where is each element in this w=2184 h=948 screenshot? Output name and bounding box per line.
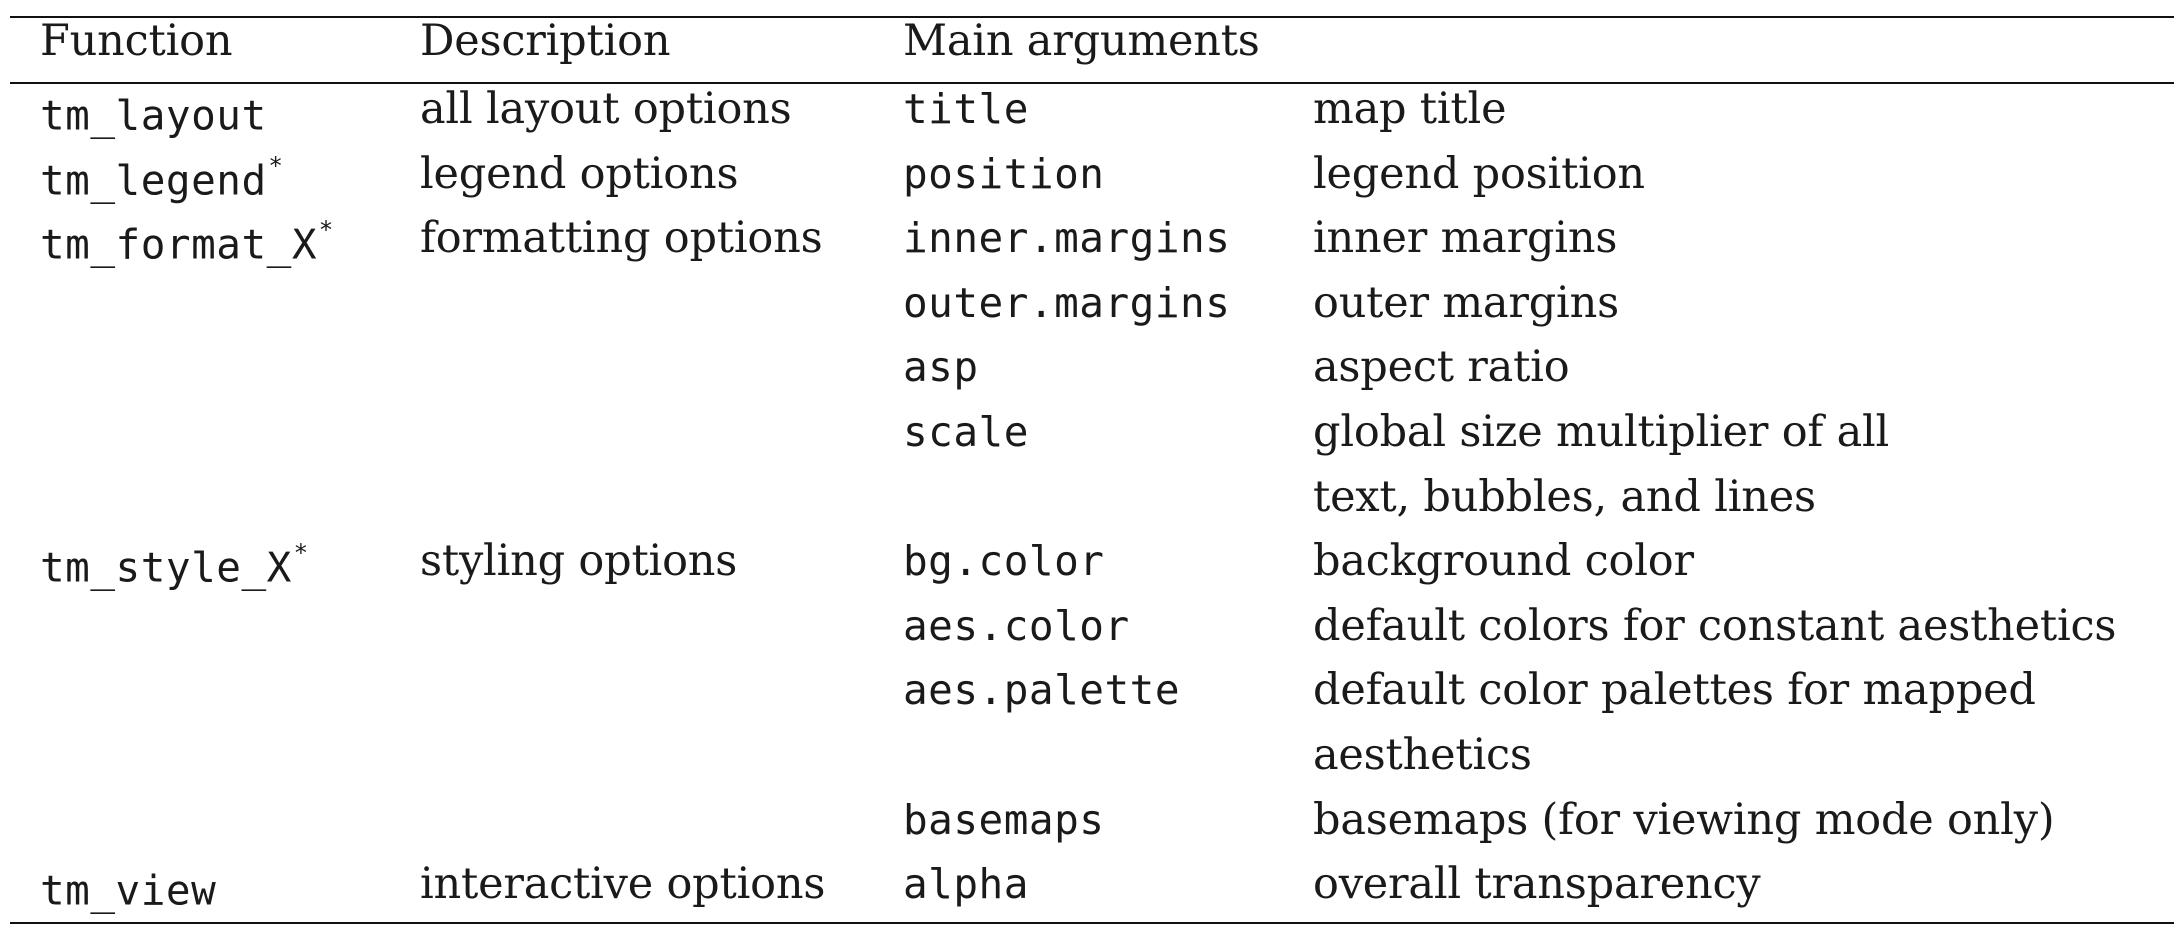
description-cell: legend options — [420, 153, 739, 196]
function-cell — [40, 735, 43, 782]
function-cell-text: tm_layout — [40, 91, 267, 140]
argument-cell: title — [903, 89, 1029, 130]
description-cell: interactive options — [420, 863, 825, 906]
argument-cell-text: inner.margins — [903, 214, 1231, 262]
meaning-cell-text: outer margins — [1313, 278, 1619, 328]
description-cell-text: styling options — [420, 536, 738, 586]
function-cell — [40, 670, 43, 717]
function-table: Function Description Main arguments tm_l… — [10, 16, 2174, 924]
meaning-cell-text: default color palettes for mapped — [1313, 665, 2036, 715]
meaning-cell-text: basemaps (for viewing mode only) — [1313, 795, 2055, 845]
function-cell-text: tm_view — [40, 866, 217, 915]
header-function: Function — [40, 16, 233, 66]
argument-cell-text: aes.palette — [903, 666, 1181, 714]
meaning-cell-text: overall transparency — [1313, 859, 1761, 909]
argument-cell: inner.margins — [903, 218, 1230, 259]
footnote-marker: * — [320, 216, 333, 244]
meaning-cell-text: background color — [1313, 536, 1694, 586]
description-cell-text: interactive options — [420, 859, 826, 909]
meaning-cell-text: legend position — [1313, 149, 1645, 199]
meaning-cell: background color — [1313, 540, 1694, 583]
description-cell: formatting options — [420, 217, 823, 260]
description-cell: styling options — [420, 540, 737, 583]
function-cell: tm_legend * — [40, 154, 282, 201]
meaning-cell: inner margins — [1313, 217, 1617, 260]
meaning-cell-text: default colors for constant aesthetics — [1313, 601, 2117, 651]
bottom-rule — [10, 922, 2174, 924]
meaning-cell: default color palettes for mapped — [1313, 669, 2036, 712]
argument-cell-text: basemaps — [903, 796, 1105, 844]
footnote-marker: * — [269, 152, 282, 180]
meaning-cell: aesthetics — [1313, 734, 1532, 777]
meaning-cell: outer margins — [1313, 282, 1619, 325]
meaning-cell-text: map title — [1313, 84, 1507, 134]
meaning-cell-text: inner margins — [1313, 213, 1618, 263]
meaning-cell: text, bubbles, and lines — [1313, 476, 1816, 519]
function-cell-text: tm_format_X — [40, 220, 318, 269]
argument-cell-text: asp — [903, 343, 979, 391]
meaning-cell: default colors for constant aesthetics — [1313, 605, 2116, 648]
argument-cell: outer.margins — [903, 283, 1230, 324]
header-main-arguments: Main arguments — [903, 16, 1260, 66]
function-cell: tm_view — [40, 864, 219, 911]
function-cell — [40, 347, 43, 394]
argument-cell-text: title — [903, 85, 1029, 133]
argument-cell: alpha — [903, 864, 1029, 905]
description-cell-text: formatting options — [420, 213, 823, 263]
top-rule — [10, 16, 2174, 18]
function-cell: tm_format_X * — [40, 218, 332, 265]
argument-cell-text: aes.color — [903, 602, 1130, 650]
meaning-cell: map title — [1313, 88, 1507, 131]
description-cell: all layout options — [420, 88, 792, 131]
argument-cell: aes.color — [903, 606, 1130, 647]
argument-cell: position — [903, 154, 1104, 195]
function-cell — [40, 800, 43, 847]
function-cell-text: tm_legend — [40, 156, 267, 205]
function-cell — [40, 283, 43, 330]
argument-cell-text: outer.margins — [903, 279, 1231, 327]
argument-cell-text: position — [903, 150, 1105, 198]
function-cell: tm_layout — [40, 89, 270, 136]
function-cell — [40, 412, 43, 459]
function-cell: tm_style_X * — [40, 541, 307, 588]
meaning-cell-text: aspect ratio — [1313, 342, 1570, 392]
argument-cell-text: alpha — [903, 860, 1029, 908]
argument-cell: aes.palette — [903, 670, 1180, 711]
argument-cell-text: scale — [903, 408, 1029, 456]
meaning-cell: overall transparency — [1313, 863, 1761, 906]
function-cell — [40, 606, 43, 653]
argument-cell: bg.color — [903, 541, 1104, 582]
argument-cell: scale — [903, 412, 1029, 453]
function-cell — [40, 477, 43, 524]
footnote-marker: * — [294, 539, 307, 567]
function-cell-text: tm_style_X — [40, 543, 292, 592]
description-cell-text: legend options — [420, 149, 739, 199]
meaning-cell-text: global size multiplier of all — [1313, 407, 1890, 457]
meaning-cell: legend position — [1313, 153, 1645, 196]
meaning-cell-text: text, bubbles, and lines — [1313, 472, 1816, 522]
header-rule — [10, 82, 2174, 84]
header-description: Description — [420, 16, 671, 66]
argument-cell: asp — [903, 347, 979, 388]
argument-cell: basemaps — [903, 800, 1104, 841]
meaning-cell: basemaps (for viewing mode only) — [1313, 799, 2055, 842]
meaning-cell: aspect ratio — [1313, 346, 1570, 389]
description-cell-text: all layout options — [420, 84, 792, 134]
meaning-cell-text: aesthetics — [1313, 730, 1532, 780]
argument-cell-text: bg.color — [903, 537, 1105, 585]
meaning-cell: global size multiplier of all — [1313, 411, 1889, 454]
